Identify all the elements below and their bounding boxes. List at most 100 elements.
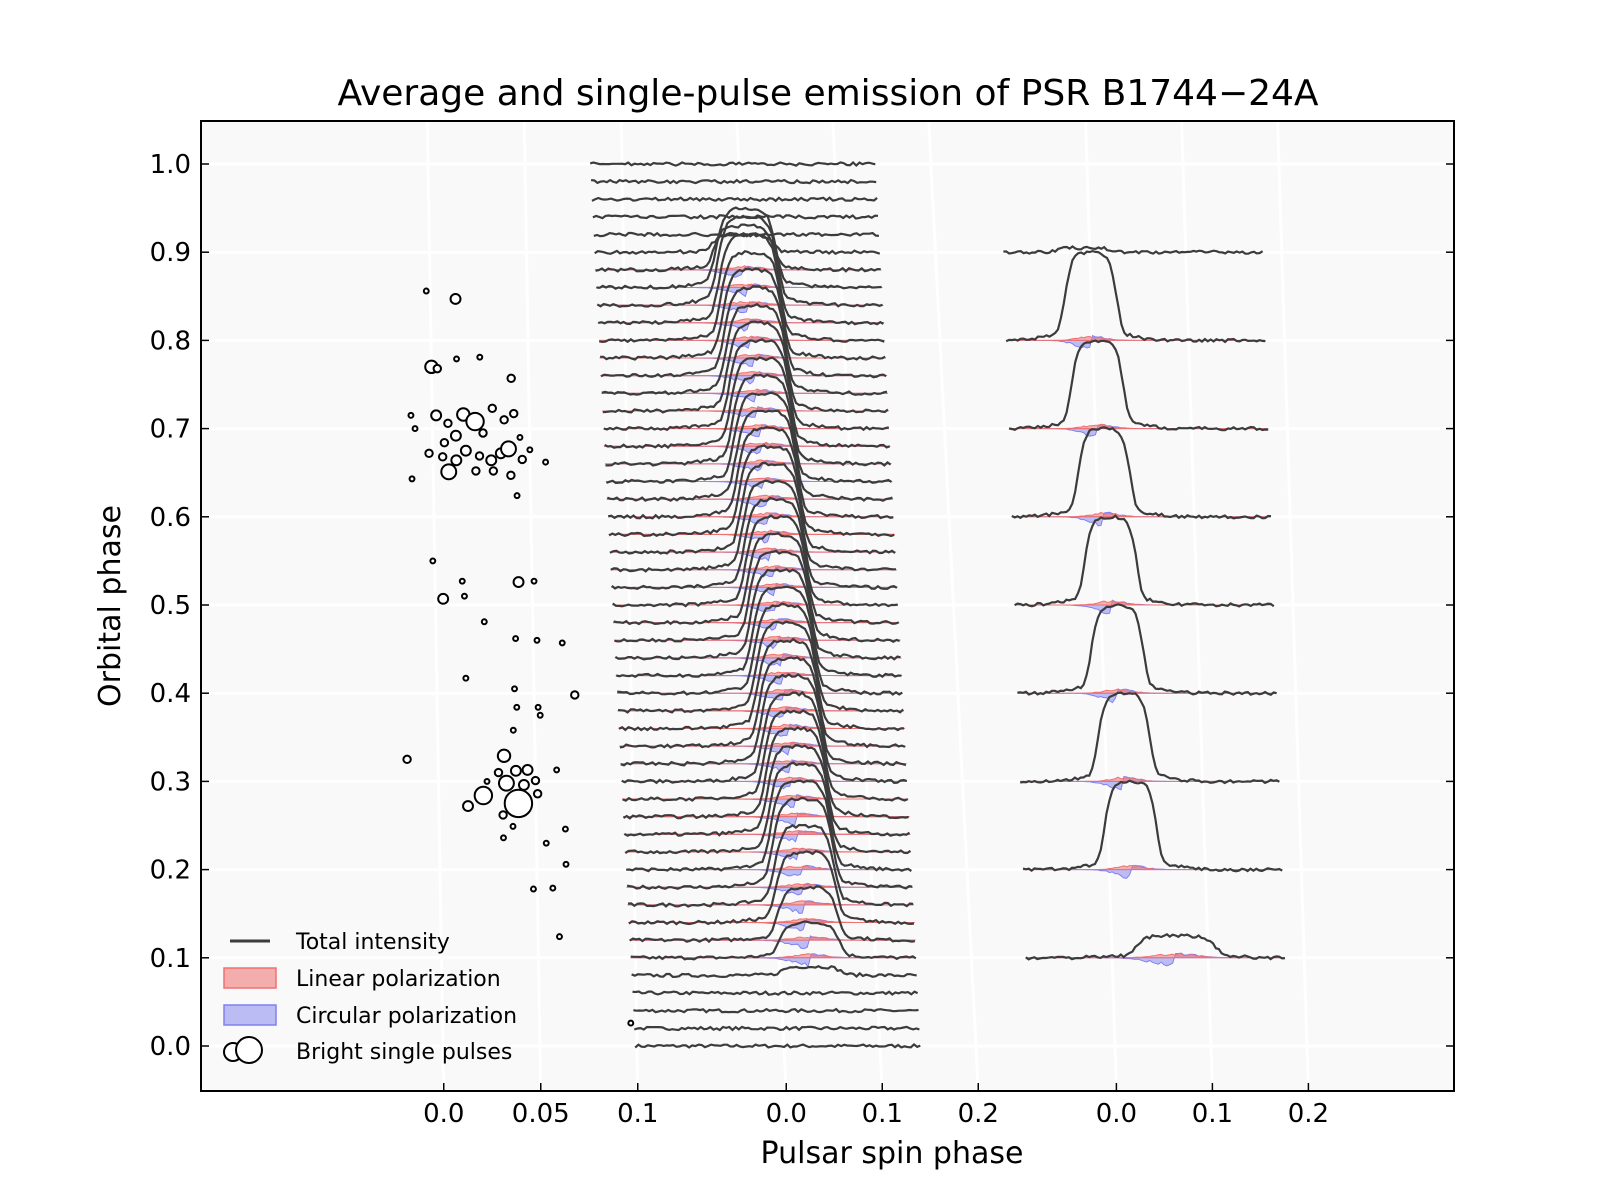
total-intensity-profile — [631, 964, 917, 979]
total-intensity-profile — [634, 1042, 921, 1049]
total-intensity-profile — [1011, 426, 1272, 520]
x-axis-label: Pulsar spin phase — [761, 1136, 1024, 1171]
single-pulse-point — [440, 463, 458, 481]
chart-title: Average and single-pulse emission of PSR… — [337, 73, 1318, 114]
y-tick-label: 0.6 — [150, 503, 191, 533]
total-intensity-profile — [633, 1025, 920, 1032]
total-intensity-profile — [608, 444, 895, 538]
total-intensity-profile — [600, 267, 886, 361]
single-pulse-point — [530, 885, 537, 893]
single-pulse-point — [498, 810, 508, 820]
total-intensity-profile — [1008, 339, 1269, 432]
single-pulse-point — [411, 425, 419, 433]
single-pulse-point — [459, 444, 472, 457]
single-pulse-point — [487, 403, 497, 414]
total-intensity-profile — [1003, 245, 1264, 255]
single-pulse-point — [471, 466, 481, 476]
total-intensity-profile — [1022, 779, 1283, 873]
single-pulse-point — [532, 789, 543, 799]
single-pulse-point — [509, 408, 519, 419]
single-pulse-point — [503, 788, 534, 819]
single-pulse-point — [480, 618, 488, 626]
total-intensity-profile — [622, 709, 909, 802]
single-pulse-point — [506, 470, 516, 481]
single-pulse-point — [453, 355, 460, 363]
total-intensity-profile — [593, 231, 880, 238]
single-pulse-point — [500, 834, 507, 842]
single-pulse-point — [474, 451, 485, 461]
single-pulse-point — [461, 592, 468, 600]
single-pulse-point — [526, 446, 534, 454]
legend-label-circular: Circular polarization — [296, 1004, 517, 1029]
total-intensity-profile — [601, 302, 888, 396]
single-pulse-point — [542, 839, 550, 847]
single-pulse-point — [549, 884, 557, 892]
total-intensity-profile — [632, 990, 919, 996]
legend: Total intensity Linear polarization Circ… — [223, 930, 517, 1065]
total-intensity-profile — [627, 823, 914, 908]
y-axis: 0.0 0.1 0.2 0.3 0.4 0.5 0.6 0.7 0.8 0.9 1.0 — [150, 150, 1454, 1062]
total-intensity-profile — [606, 391, 893, 485]
total-intensity-profile — [618, 637, 905, 732]
single-pulse-point — [556, 933, 563, 941]
single-pulse-point — [512, 635, 520, 642]
total-intensity-profile — [621, 690, 908, 785]
total-intensity-profile — [616, 585, 902, 679]
single-pulse-point — [493, 767, 504, 778]
single-pulse-point — [499, 415, 509, 425]
total-intensity-profile — [624, 761, 912, 855]
single-pulse-point — [506, 373, 516, 384]
single-pulse-point — [458, 577, 466, 585]
x-axis: 0.0 0.05 0.1 0.0 0.1 0.2 0.0 0.1 0.2 — [423, 1083, 1329, 1129]
y-tick-label: 0.5 — [150, 591, 191, 621]
single-pulse-point — [511, 685, 518, 693]
total-intensity-profile — [594, 232, 881, 255]
single-pulse-point — [562, 860, 570, 868]
y-tick-label: 0.9 — [150, 238, 191, 268]
single-pulse-point — [483, 777, 491, 785]
total-intensity-profile — [610, 479, 897, 573]
single-pulse-point — [485, 454, 498, 467]
total-intensity-profile — [620, 673, 907, 767]
single-pulse-point — [553, 766, 561, 774]
single-pulse-point — [509, 726, 517, 734]
single-pulse-point — [530, 577, 538, 585]
single-pulse-point — [513, 703, 521, 711]
total-intensity-profile — [623, 744, 911, 837]
profile-layer — [589, 161, 1286, 1049]
single-pulse-point — [509, 822, 517, 830]
single-pulse-point — [530, 775, 541, 786]
total-intensity-profile — [626, 796, 913, 890]
single-pulse-point — [432, 363, 442, 374]
single-pulse-point — [424, 448, 434, 458]
legend-label-linear: Linear polarization — [296, 967, 501, 992]
single-pulse-point — [497, 774, 515, 792]
single-pulse-point — [517, 778, 530, 791]
x-tick-label: 0.0 — [1096, 1099, 1137, 1129]
total-intensity-profile — [609, 461, 896, 555]
single-pulse-point — [443, 418, 453, 429]
grid-line-x — [425, 120, 446, 1092]
single-pulse-point — [478, 428, 488, 438]
x-tick-label: 0.2 — [958, 1099, 999, 1129]
single-pulse-point — [534, 703, 542, 711]
total-intensity-profile — [633, 1007, 919, 1014]
single-pulse-point — [422, 287, 430, 295]
single-pulse-point — [521, 763, 534, 776]
grid-line-x — [927, 120, 980, 1092]
single-pulse-point — [402, 754, 412, 765]
single-pulse-point — [516, 433, 524, 441]
y-tick-label: 0.8 — [150, 326, 191, 356]
single-pulse-point — [536, 711, 544, 719]
total-intensity-profile — [628, 849, 915, 926]
total-intensity-profile — [622, 726, 909, 820]
y-tick-label: 0.7 — [150, 415, 191, 445]
x-tick-label: 0.05 — [512, 1099, 570, 1129]
total-intensity-profile — [596, 206, 882, 290]
single-pulse-point — [509, 764, 522, 777]
total-intensity-profile — [1005, 249, 1266, 344]
total-intensity-profile — [614, 549, 900, 643]
single-pulse-point — [462, 800, 474, 813]
single-pulse-point — [408, 475, 416, 483]
total-intensity-profile — [591, 196, 878, 203]
